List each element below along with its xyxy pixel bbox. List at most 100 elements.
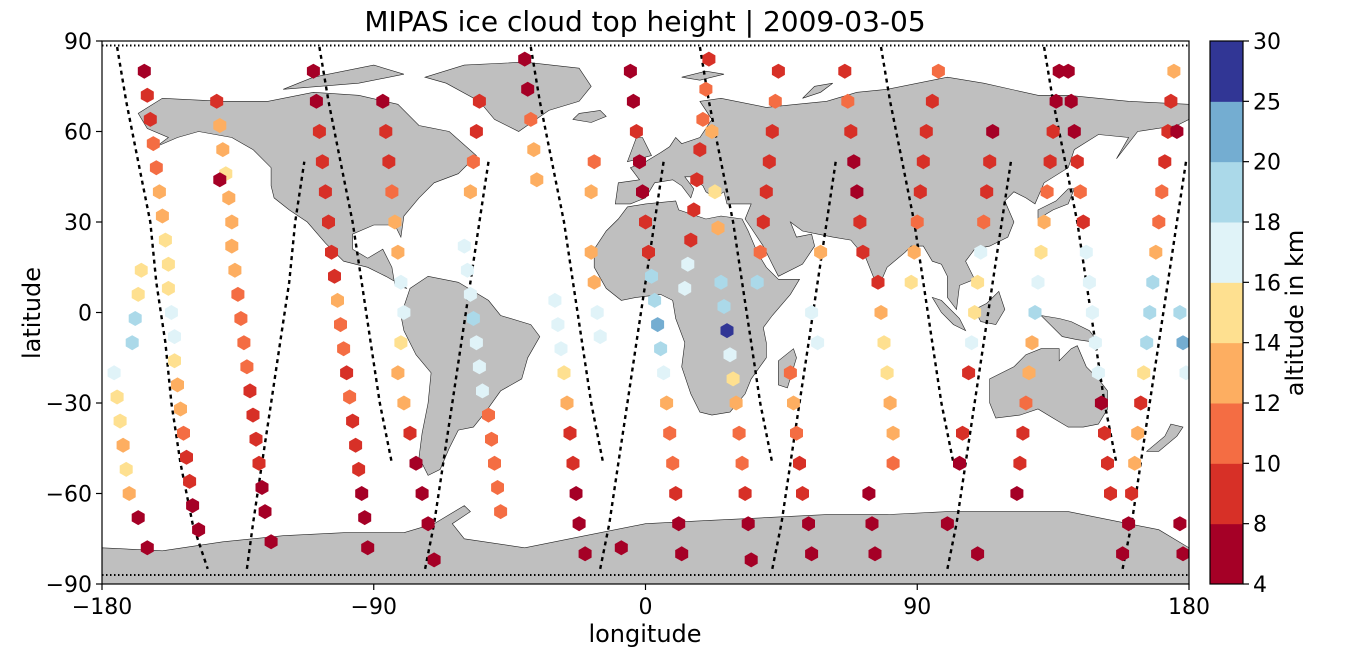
data-point	[322, 214, 335, 230]
data-point	[1046, 124, 1060, 139]
data-point	[805, 546, 819, 562]
data-point	[183, 473, 197, 489]
data-point	[702, 51, 716, 67]
land-arctic-islands	[283, 64, 404, 90]
data-point	[328, 268, 341, 284]
data-point	[672, 516, 686, 532]
y-tick-label: 90	[64, 30, 92, 55]
data-point	[1043, 154, 1057, 170]
data-point	[793, 455, 806, 471]
data-point	[125, 335, 139, 351]
data-point	[841, 93, 855, 109]
data-point	[1040, 184, 1054, 200]
data-point	[466, 311, 480, 326]
data-point	[886, 425, 900, 441]
data-point	[738, 486, 752, 501]
colorbar-tick-label: 12	[1253, 392, 1281, 417]
data-point	[394, 274, 408, 290]
data-point	[666, 455, 680, 471]
data-point	[391, 244, 405, 260]
colorbar-tick-label: 8	[1253, 513, 1267, 538]
colorbar-tick-label: 14	[1253, 332, 1281, 357]
data-point	[732, 425, 746, 441]
data-point	[1070, 154, 1084, 170]
data-point	[584, 244, 598, 260]
data-point	[460, 262, 474, 278]
data-point	[527, 142, 541, 158]
data-point	[352, 461, 366, 477]
data-point	[403, 425, 417, 441]
data-point	[590, 305, 604, 320]
colorbar-tick-label: 18	[1253, 211, 1281, 236]
data-point	[472, 93, 486, 109]
data-point	[482, 407, 495, 423]
data-point	[877, 335, 891, 351]
data-point	[750, 274, 764, 290]
orbit-track-6	[698, 46, 774, 464]
colorbar-segment	[1210, 282, 1243, 344]
data-point	[155, 208, 169, 224]
data-point	[1164, 93, 1178, 109]
data-point	[140, 540, 154, 556]
data-point	[234, 311, 248, 326]
data-point	[343, 389, 357, 405]
data-point	[904, 274, 918, 290]
x-tick-label: −180	[72, 595, 132, 620]
orbit-track-3	[423, 161, 490, 570]
data-point	[726, 371, 740, 387]
land-iceland	[572, 110, 607, 123]
data-point	[1176, 335, 1189, 351]
data-point	[693, 142, 707, 158]
data-point	[476, 383, 489, 399]
data-point	[152, 184, 166, 200]
data-point	[309, 93, 323, 109]
data-point	[1167, 63, 1181, 79]
data-point	[790, 425, 803, 441]
data-point	[563, 425, 577, 441]
data-point	[110, 389, 124, 405]
data-point	[394, 335, 408, 351]
data-point	[1034, 244, 1048, 260]
data-point	[228, 262, 242, 278]
data-point	[337, 341, 351, 357]
data-point	[787, 395, 800, 411]
data-point	[883, 395, 897, 411]
data-point	[1049, 93, 1063, 109]
data-point	[642, 244, 655, 260]
data-point	[524, 111, 538, 127]
colorbar-segment	[1210, 222, 1243, 283]
data-point	[306, 63, 320, 79]
data-point	[1025, 335, 1039, 351]
data-point	[850, 184, 864, 200]
data-point	[128, 311, 142, 326]
land-australia	[989, 345, 1108, 428]
data-point	[654, 341, 668, 357]
data-point	[391, 365, 405, 381]
data-point	[385, 184, 399, 200]
data-point	[907, 244, 921, 260]
data-point	[1116, 546, 1130, 562]
data-point	[684, 232, 698, 248]
y-tick-label: −90	[46, 573, 92, 598]
data-point	[983, 154, 997, 170]
data-point	[853, 214, 867, 230]
data-point	[340, 365, 354, 381]
data-point	[956, 425, 969, 441]
data-point	[258, 504, 272, 520]
data-point	[1158, 154, 1172, 170]
colorbar-segment	[1210, 41, 1243, 102]
data-point	[986, 124, 1000, 139]
data-point	[146, 136, 160, 152]
data-point	[856, 244, 870, 260]
data-point	[814, 244, 828, 260]
data-point	[633, 154, 646, 170]
data-point	[397, 395, 411, 411]
orbit-track-2	[318, 46, 394, 464]
data-point	[796, 486, 809, 501]
x-axis-label: longitude	[588, 620, 701, 648]
data-point	[675, 546, 689, 562]
data-point	[186, 498, 200, 514]
data-point	[255, 480, 269, 495]
data-point	[222, 190, 236, 206]
